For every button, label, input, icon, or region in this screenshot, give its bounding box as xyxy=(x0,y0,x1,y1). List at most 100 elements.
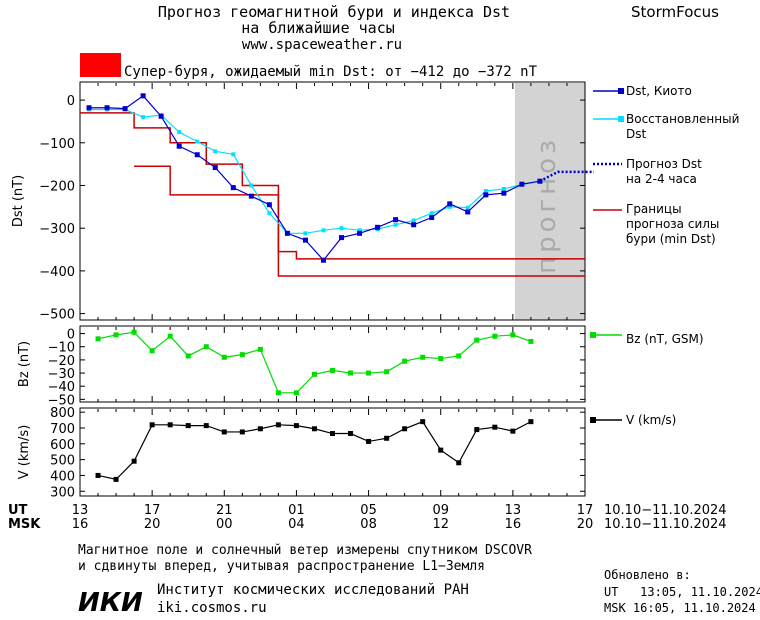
updated-label: Обновлено в: xyxy=(604,568,691,582)
y-tick-label: −20 xyxy=(48,354,75,369)
v-point xyxy=(221,429,227,435)
v-point xyxy=(492,424,498,430)
dst-kyoto-point xyxy=(429,215,435,221)
v-point xyxy=(510,428,516,434)
v-point xyxy=(95,472,101,478)
bz-point xyxy=(384,369,390,375)
v-point xyxy=(149,422,155,428)
bz-point xyxy=(474,337,480,343)
msk-label: MSK xyxy=(8,517,41,532)
bz-point xyxy=(167,333,173,339)
storm-level-swatch xyxy=(80,53,121,77)
ut-tick-label: 21 xyxy=(216,503,233,518)
dst-kyoto-point xyxy=(158,113,164,119)
v-panel-frame xyxy=(79,407,586,497)
restored-dst-point xyxy=(501,186,506,191)
bz-point xyxy=(149,348,155,354)
institute-url: iki.cosmos.ru xyxy=(157,600,267,616)
bz-point xyxy=(257,346,263,352)
bz-point xyxy=(311,371,317,377)
y-tick-label: −30 xyxy=(48,367,75,382)
msk-tick-label: 16 xyxy=(505,517,522,532)
title-line-1: Прогноз геомагнитной бури и индекса Dst xyxy=(158,3,510,21)
msk-tick-label: 04 xyxy=(288,517,305,532)
iki-logo: ИКИ xyxy=(78,588,143,618)
dst-kyoto-point xyxy=(320,257,326,263)
dst-kyoto-point xyxy=(284,230,290,236)
v-point xyxy=(311,426,317,432)
v-point xyxy=(402,426,408,432)
v-point xyxy=(203,423,209,429)
dst-kyoto-point xyxy=(411,222,417,228)
footer-line-1: Магнитное поле и солнечный ветер измерен… xyxy=(78,543,532,558)
dst-kyoto-point xyxy=(104,105,110,111)
restored-dst-point xyxy=(483,189,488,194)
v-point xyxy=(420,419,426,425)
bz-point xyxy=(221,354,227,360)
dst-kyoto-point xyxy=(248,193,254,199)
bz-point xyxy=(203,344,209,350)
dst-y-axis-label: Dst (nT) xyxy=(11,175,26,227)
bz-point xyxy=(131,329,137,335)
y-tick-label: −10 xyxy=(48,341,75,356)
x-axis-ticks: 13 17 21 01 05 09 13 17 16 20 00 04 08 12 16 20 xyxy=(72,503,594,532)
restored-dst-point xyxy=(447,204,452,209)
ut-tick-label: 13 xyxy=(72,503,89,518)
y-tick-label: 400 xyxy=(50,469,75,484)
bz-y-axis-label: Bz (nT) xyxy=(17,341,32,387)
dst-kyoto-point xyxy=(194,152,200,158)
v-point xyxy=(366,438,372,444)
v-point xyxy=(131,458,137,464)
ut-date-range: 10.10−11.10.2024 xyxy=(604,503,727,518)
restored-dst-line xyxy=(89,108,541,234)
restored-dst-point xyxy=(141,115,146,120)
bz-point xyxy=(348,370,354,376)
y-tick-label: 800 xyxy=(50,406,75,421)
legend-storm-bounds-label: Границы прогноза силы бури (min Dst) xyxy=(626,202,719,246)
v-point xyxy=(528,419,534,425)
v-point xyxy=(167,422,173,428)
legend-restored-dst-label: Восстановленный Dst xyxy=(626,112,739,141)
v-point xyxy=(456,460,462,466)
v-point xyxy=(293,423,299,429)
v-point xyxy=(474,427,480,433)
storm-level-label: Супер-буря, ожидаемый min Dst: от −412 д… xyxy=(124,64,538,80)
legend-bz-label: Bz (nT, GSM) xyxy=(626,332,704,346)
msk-tick-label: 00 xyxy=(216,517,233,532)
msk-tick-label: 20 xyxy=(577,517,594,532)
dst-kyoto-point xyxy=(122,106,128,112)
v-plot xyxy=(95,419,534,482)
bz-panel-frame xyxy=(79,325,586,403)
updated-msk: MSK 16:05, 11.10.2024 xyxy=(604,601,756,615)
title-line-2: на ближайшие часы xyxy=(241,19,395,37)
bz-plot xyxy=(95,329,534,396)
dst-kyoto-point xyxy=(176,143,182,149)
bz-point xyxy=(510,332,516,338)
dst-kyoto-point xyxy=(212,165,218,171)
storm-bound-upper-line xyxy=(80,112,585,260)
legend-v: V (km/s) xyxy=(590,413,676,427)
bz-point xyxy=(528,338,534,344)
msk-date-range: 10.10−11.10.2024 xyxy=(604,517,727,532)
restored-dst-point xyxy=(231,152,236,157)
restored-dst-point xyxy=(429,211,434,216)
y-tick-label: −300 xyxy=(39,222,75,237)
ut-tick-label: 17 xyxy=(577,503,594,518)
y-tick-label: 700 xyxy=(50,422,75,437)
v-point xyxy=(275,422,281,428)
institute-name: Институт космических исследований РАН xyxy=(157,582,469,598)
restored-dst-point xyxy=(357,228,362,233)
restored-dst-point xyxy=(465,205,470,210)
dst-kyoto-point xyxy=(266,202,272,208)
v-point xyxy=(185,423,191,429)
bz-point xyxy=(402,358,408,364)
bz-point xyxy=(456,353,462,359)
msk-tick-label: 20 xyxy=(144,517,161,532)
legend-storm-bounds: Границы прогноза силы бури (min Dst) xyxy=(593,202,719,246)
legend-dst-kyoto: Dst, Киото xyxy=(593,84,692,98)
storm-bound-lower-line xyxy=(134,165,585,277)
dst-kyoto-point xyxy=(519,181,525,187)
forecast-band xyxy=(515,83,585,320)
